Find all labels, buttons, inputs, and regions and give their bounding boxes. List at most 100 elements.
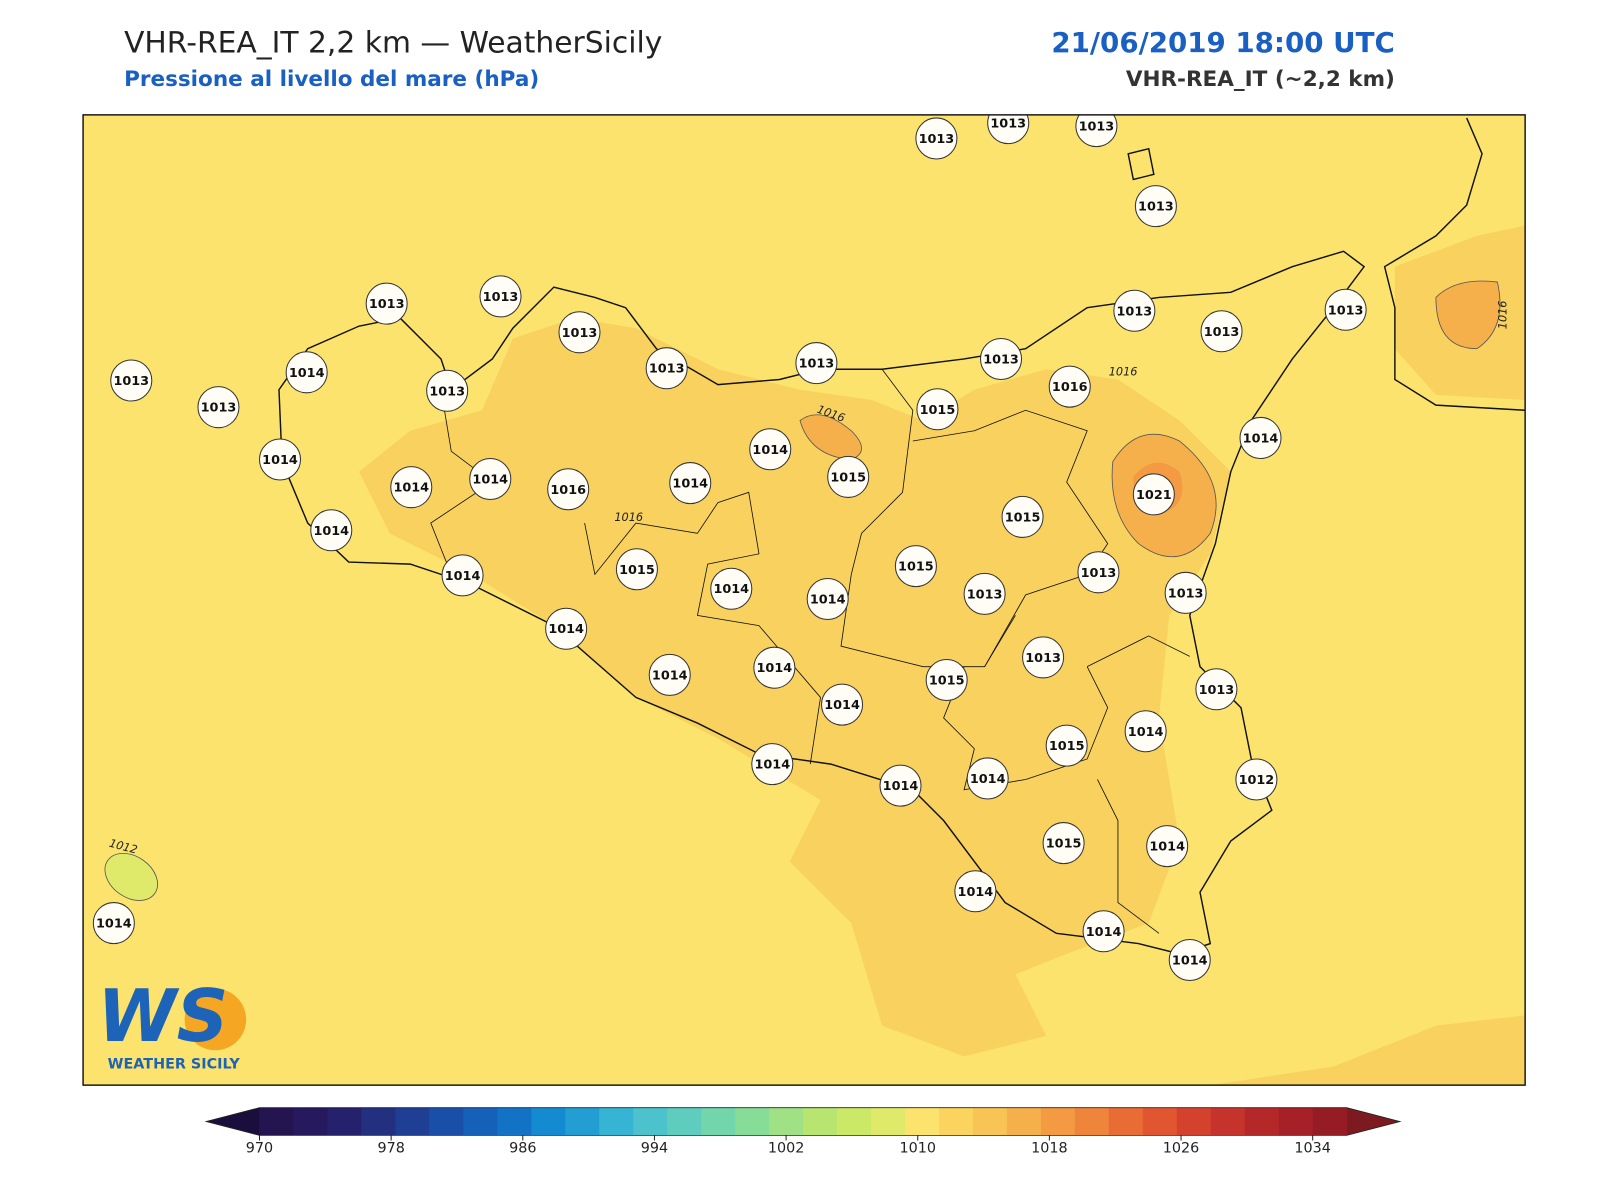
station-marker <box>1164 571 1207 614</box>
station-value: 1014 <box>262 453 298 468</box>
station-value: 1014 <box>1172 954 1208 969</box>
station-marker <box>915 117 958 160</box>
station-marker <box>648 653 691 696</box>
station-marker <box>1132 473 1175 516</box>
colorbar-bin <box>803 1107 838 1136</box>
station-marker <box>795 342 838 385</box>
station-value: 1014 <box>548 622 584 637</box>
station-value: 1013 <box>1204 325 1240 340</box>
colorbar-tick-label: 986 <box>509 1141 536 1157</box>
station-marker <box>365 282 408 325</box>
station-value: 1013 <box>799 357 835 372</box>
station-marker <box>1324 288 1367 331</box>
station-marker <box>479 275 522 318</box>
station-value: 1014 <box>754 758 790 773</box>
station-value: 1016 <box>1052 380 1088 395</box>
station-value: 1014 <box>96 917 132 932</box>
station-marker <box>1168 938 1211 982</box>
station-value: 1013 <box>201 401 237 416</box>
station-marker <box>258 438 302 481</box>
station-marker <box>1045 724 1088 767</box>
colorbar-bin <box>1074 1107 1110 1136</box>
station-marker <box>545 607 588 650</box>
station-value: 1012 <box>1239 773 1275 788</box>
colorbar-bin <box>1244 1107 1280 1136</box>
station-marker <box>894 545 937 588</box>
station-marker <box>1124 710 1167 753</box>
colorbar-bin <box>565 1107 600 1136</box>
station-value: 1015 <box>898 560 934 575</box>
station-value: 1013 <box>1079 120 1115 135</box>
colorbar-bin <box>1142 1107 1178 1136</box>
station-marker <box>1075 114 1118 148</box>
colorbar-bin <box>327 1107 362 1136</box>
station-marker <box>954 870 997 913</box>
logo-sun <box>184 988 247 1051</box>
station-marker <box>441 554 484 597</box>
station-marker <box>1082 910 1125 953</box>
colorbar-bin <box>395 1107 430 1136</box>
station-marker <box>963 572 1006 615</box>
province-borders <box>430 368 1190 934</box>
colorbar-bin <box>938 1107 974 1136</box>
station-marker <box>310 509 353 552</box>
station-marker <box>469 457 512 500</box>
station-value: 1015 <box>619 563 655 578</box>
colorbar-bin <box>905 1107 940 1136</box>
colorbar-over <box>1346 1107 1400 1136</box>
station-marker <box>1048 365 1091 408</box>
colorbar-bin <box>633 1107 668 1136</box>
station-marker <box>1200 310 1243 353</box>
station-value: 1014 <box>713 582 749 597</box>
contour-label: 1016 <box>1497 301 1510 330</box>
station-marker <box>669 462 712 505</box>
high-area <box>799 414 862 460</box>
colorbar-bin <box>463 1107 498 1136</box>
station-marker <box>966 757 1009 800</box>
map-frame <box>82 114 1526 1086</box>
colorbar-bin <box>701 1107 736 1136</box>
station-value: 1014 <box>1243 431 1279 446</box>
station-value: 1014 <box>824 698 860 713</box>
station-marker <box>285 351 328 394</box>
station-value: 1015 <box>920 403 956 418</box>
station-value: 1015 <box>830 470 866 485</box>
colorbar-bin <box>1108 1107 1144 1136</box>
station-value: 1013 <box>1168 586 1204 601</box>
high-area <box>1435 280 1501 350</box>
station-value: 1013 <box>1025 651 1061 666</box>
colorbar-bin <box>1278 1107 1314 1136</box>
colorbar-tick-label: 1010 <box>899 1141 936 1157</box>
station-value: 1013 <box>1081 566 1117 581</box>
station-marker <box>1001 495 1044 538</box>
station-marker <box>821 683 864 726</box>
colorbar-bin <box>667 1107 702 1136</box>
colorbar-bin <box>429 1107 464 1136</box>
colorbar-bin <box>972 1107 1008 1136</box>
colorbar-bin <box>1312 1107 1348 1136</box>
logo-mark: WS <box>97 974 228 1058</box>
colorbar-under <box>206 1107 260 1136</box>
station-marker <box>710 567 753 610</box>
model-label: VHR-REA_IT (~2,2 km) <box>1126 67 1395 92</box>
station-value: 1016 <box>550 483 586 498</box>
station-value: 1013 <box>983 353 1019 368</box>
colorbar-tick-label: 994 <box>641 1141 668 1157</box>
station-value: 1014 <box>672 477 708 492</box>
colorbar: 970 978 986 994 1002 1010 1018 1026 1034 <box>204 1107 1402 1157</box>
datetime: 21/06/2019 18:00 UTC <box>1051 26 1394 59</box>
colorbar-bin <box>531 1107 566 1136</box>
station-value: 1013 <box>1328 303 1364 318</box>
station-value: 1021 <box>1136 488 1172 503</box>
station-marker <box>806 577 849 620</box>
station-value: 1014 <box>958 885 994 900</box>
station-value: 1014 <box>289 366 325 381</box>
station-marker <box>615 548 658 591</box>
logo-name: WEATHER SICILY <box>108 1057 241 1073</box>
title: VHR-REA_IT 2,2 km — WeatherSicily <box>124 26 662 61</box>
station-marker <box>925 658 968 702</box>
colorbar-bin <box>1040 1107 1076 1136</box>
station-marker <box>751 743 794 786</box>
colorbar-bin <box>497 1107 532 1136</box>
